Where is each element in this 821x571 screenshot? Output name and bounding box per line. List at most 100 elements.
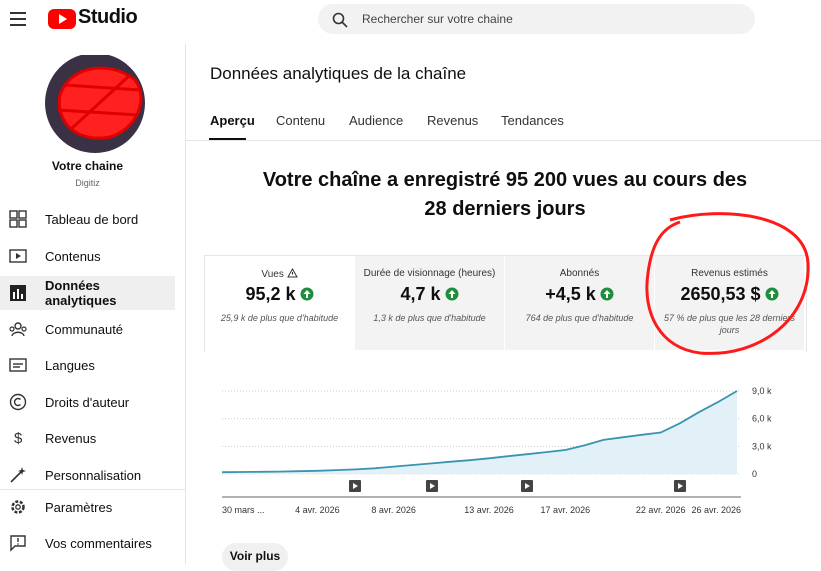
tab[interactable]: Aperçu [210, 113, 255, 128]
nav-label: Revenus [45, 430, 97, 446]
see-more-button[interactable]: Voir plus [222, 543, 288, 571]
nav-icon [10, 467, 26, 483]
y-tick-label: 6,0 k [752, 414, 772, 424]
nav-icon: $ [14, 430, 23, 447]
x-tick-label: 13 avr. 2026 [464, 505, 514, 515]
x-tick-label: 4 avr. 2026 [295, 505, 340, 515]
tabs-divider [186, 140, 821, 141]
nav-icon [10, 535, 26, 552]
metric-card[interactable]: Abonnés +4,5 k 764 de plus que d'habitude [505, 256, 654, 350]
headline-line: 28 derniers jours [424, 198, 586, 220]
search-icon [332, 12, 348, 28]
nav-label: Vos commentaires [45, 535, 152, 551]
metric-card[interactable]: Vues 95,2 k 25,9 k de plus que d'habitude [205, 256, 354, 350]
tab[interactable]: Audience [349, 113, 404, 128]
channel-name: Votre chaine [51, 159, 124, 173]
nav-item[interactable]: $ Revenus [0, 421, 175, 455]
nav-icon [9, 358, 27, 372]
headline: Votre chaîne a enregistré 95 200 vues au… [205, 166, 805, 224]
area-fill [222, 391, 737, 474]
channel-handle: Digitiz [75, 178, 100, 188]
nav-item[interactable]: Données analytiques [0, 276, 175, 310]
nav-item[interactable]: Communauté [0, 312, 175, 346]
up-icon [765, 287, 779, 301]
headline-line: Votre chaîne a enregistré 95 200 vues au… [262, 169, 748, 191]
nav-label: Données analytiques [45, 278, 117, 308]
nav-icon [11, 500, 25, 514]
card-note: 764 de plus que d'habitude [525, 313, 634, 323]
up-icon [445, 287, 459, 301]
card-label: Revenus estimés [691, 268, 768, 279]
card-value-row: 2650,53 $ [655, 284, 804, 305]
card-label-row: Vues [205, 267, 354, 280]
warning-icon [286, 267, 298, 278]
video-marker-icon [525, 483, 530, 489]
nav-icon [9, 210, 27, 228]
nav-icon [9, 249, 27, 263]
nav-label: Paramètres [45, 499, 113, 515]
metric-card[interactable]: Revenus estimés 2650,53 $ 57 % de plus que… [655, 256, 804, 350]
search-placeholder: Rechercher sur votre chaine [362, 12, 513, 26]
nav-item[interactable]: Paramètres [0, 490, 175, 524]
up-icon [600, 287, 614, 301]
nav-item[interactable]: Contenus [0, 239, 175, 273]
nav-icon [9, 322, 27, 337]
tab-indicator [209, 138, 246, 140]
card-value: +4,5 k [545, 284, 596, 304]
svg-text:$: $ [14, 430, 23, 447]
card-value-row: 4,7 k [355, 284, 504, 305]
sidebar-divider [0, 489, 185, 490]
avatar[interactable] [40, 55, 150, 155]
tab[interactable]: Tendances [501, 113, 564, 128]
x-tick-label: 8 avr. 2026 [371, 505, 416, 515]
page-title: Données analytiques de la chaîne [210, 64, 467, 83]
menu-icon[interactable] [10, 11, 30, 27]
card-value-row: 95,2 k [205, 284, 354, 305]
card-note: 57 % de plus que les 28 derniers jours [663, 313, 796, 335]
x-tick-label: 22 avr. 2026 [636, 505, 686, 515]
y-tick-label: 3,0 k [752, 441, 772, 451]
card-note: 25,9 k de plus que d'habitude [220, 313, 339, 323]
nav-item[interactable]: Vos commentaires [0, 526, 175, 560]
video-marker-icon [430, 483, 435, 489]
card-value-row: +4,5 k [505, 284, 654, 305]
x-tick-label: 26 avr. 2026 [691, 505, 741, 515]
metric-card[interactable]: Durée de visionnage (heures) 4,7 k 1,3 k d… [355, 256, 504, 350]
nav-label: Tableau de bord [45, 211, 139, 227]
nav-item[interactable]: Personnalisation [0, 458, 175, 492]
card-value: 4,7 k [400, 284, 441, 304]
sidebar-border [185, 44, 186, 564]
y-tick-label: 9,0 k [752, 386, 772, 396]
search-box[interactable]: Rechercher sur votre chaine [318, 4, 755, 34]
nav-label: Communauté [45, 321, 124, 337]
logo-text[interactable]: Studio [78, 6, 138, 28]
nav-icon [9, 393, 27, 411]
chart: 0 3,0 k 6,0 k 9,0 k 30 mars ... 4 avr. 2026 8 … [221, 386, 772, 515]
nav-label: Contenus [45, 248, 101, 264]
logo-icon[interactable] [47, 8, 77, 30]
card-label: Vues [261, 269, 284, 280]
x-tick-label: 17 avr. 2026 [541, 505, 591, 515]
nav-icon [10, 285, 26, 301]
red-circle-annotation [645, 212, 810, 355]
nav-item[interactable]: Tableau de bord [0, 202, 175, 236]
card-value: 2650,53 $ [680, 284, 761, 304]
nav-label: Langues [45, 357, 95, 373]
line [221, 390, 738, 474]
card-label: Durée de visionnage (heures) [363, 268, 496, 279]
nav-label: Personnalisation [45, 467, 142, 483]
nav-label: Droits d'auteur [45, 394, 130, 410]
nav-item[interactable]: Droits d'auteur [0, 385, 175, 419]
video-marker-icon [678, 483, 683, 489]
up-icon [300, 287, 314, 301]
tab[interactable]: Revenus [427, 113, 479, 128]
video-marker-icon [353, 483, 358, 489]
tab[interactable]: Contenu [276, 113, 326, 128]
y-tick-label: 0 [752, 469, 757, 479]
card-label: Abonnés [559, 268, 600, 279]
nav-item[interactable]: Langues [0, 348, 175, 382]
x-tick-label: 30 mars ... [222, 505, 265, 515]
card-value: 95,2 k [245, 284, 296, 304]
card-note: 1,3 k de plus que d'habitude [373, 313, 486, 323]
